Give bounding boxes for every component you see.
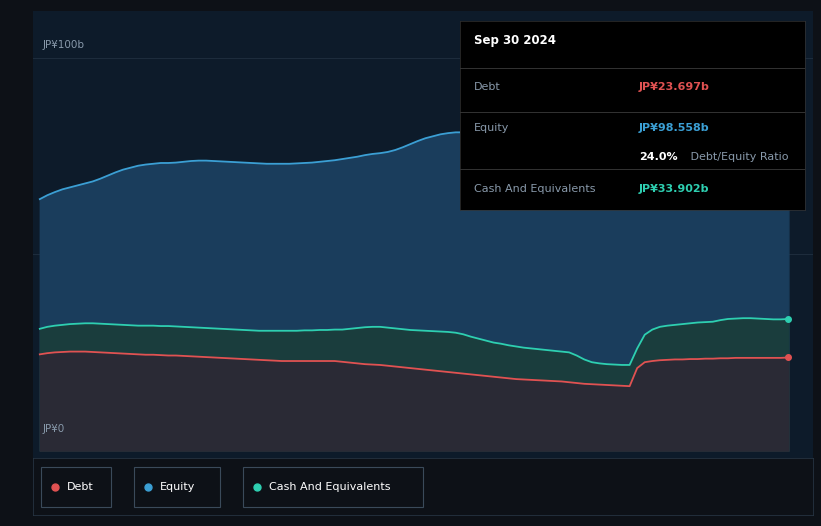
Text: JP¥0: JP¥0 xyxy=(42,424,65,434)
Text: Cash And Equivalents: Cash And Equivalents xyxy=(474,184,595,194)
Text: Sep 30 2024: Sep 30 2024 xyxy=(474,34,556,47)
Text: Equity: Equity xyxy=(160,482,195,492)
Text: JP¥23.697b: JP¥23.697b xyxy=(639,82,710,92)
Text: Debt: Debt xyxy=(474,82,500,92)
Text: JP¥98.558b: JP¥98.558b xyxy=(639,123,709,133)
Text: JP¥33.902b: JP¥33.902b xyxy=(639,184,709,194)
Text: Cash And Equivalents: Cash And Equivalents xyxy=(269,482,391,492)
Text: Debt: Debt xyxy=(67,482,93,492)
Text: Debt/Equity Ratio: Debt/Equity Ratio xyxy=(687,151,789,161)
Text: 24.0%: 24.0% xyxy=(639,151,677,161)
Text: Equity: Equity xyxy=(474,123,509,133)
Text: JP¥100b: JP¥100b xyxy=(42,39,85,49)
